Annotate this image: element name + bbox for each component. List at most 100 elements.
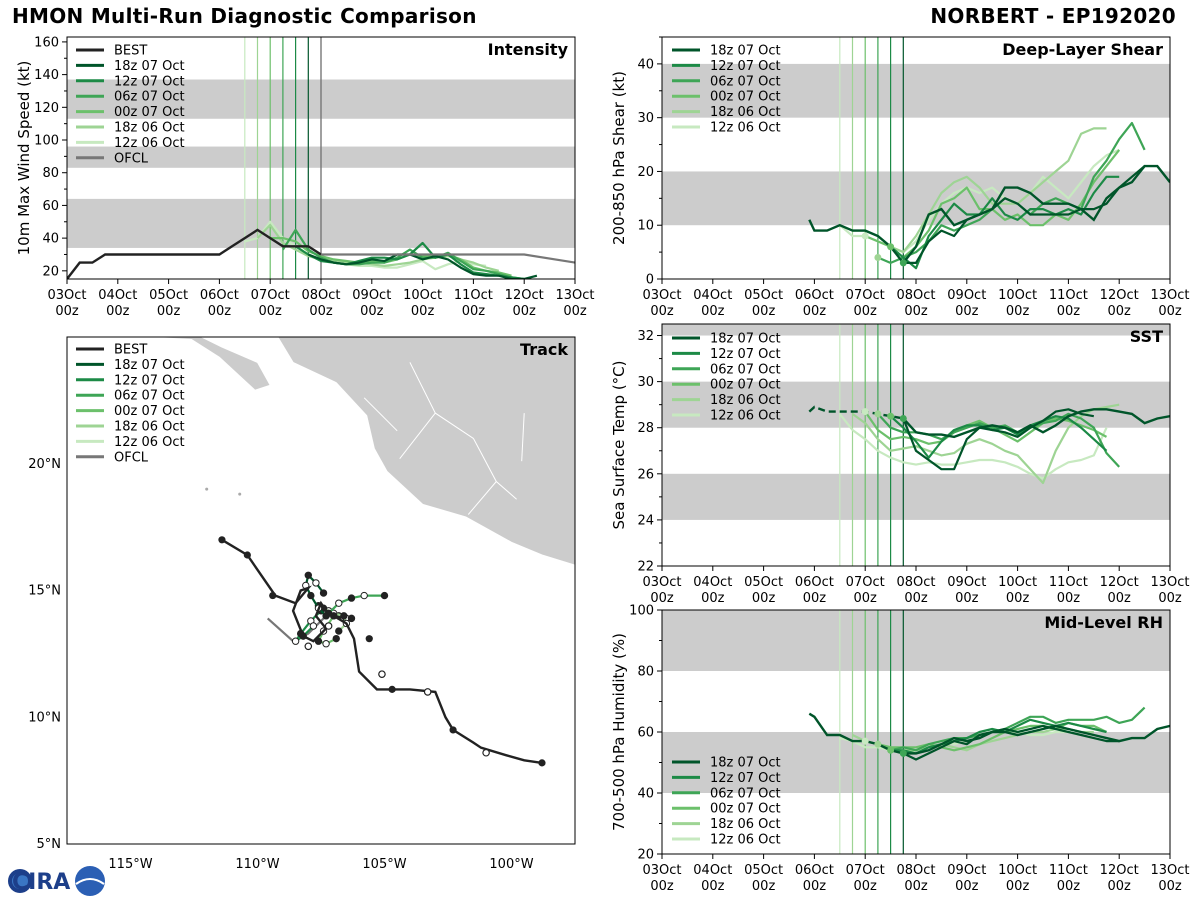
shear-x-tick-label: 00z xyxy=(904,304,928,319)
sst-x-tick-label: 11Oct xyxy=(1049,575,1088,590)
track-lon-label: 115°W xyxy=(108,857,152,872)
sst-x-tick-label: 00z xyxy=(1006,591,1030,606)
shear-x-tick-label: 12Oct xyxy=(1100,288,1139,303)
sst-shaded-band xyxy=(662,381,1170,428)
track-best-line xyxy=(221,538,543,765)
shear-legend-label: 18z 06 Oct xyxy=(710,105,781,120)
rh-legend-label: 12z 06 Oct xyxy=(710,833,781,848)
track-forecast-point xyxy=(340,612,348,620)
sst-panel: 22242628303203Oct00z04Oct00z05Oct00z06Oc… xyxy=(610,323,1190,606)
track-best-point xyxy=(243,551,251,559)
sst-x-tick-label: 00z xyxy=(1057,591,1081,606)
shear-panel: 01020304003Oct00z04Oct00z05Oct00z06Oct00… xyxy=(610,36,1190,319)
intensity-legend-label: 18z 07 Oct xyxy=(114,59,185,74)
state-border xyxy=(521,413,525,462)
intensity-legend-label: 12z 06 Oct xyxy=(114,136,185,151)
shear-x-tick-label: 09Oct xyxy=(947,288,986,303)
intensity-legend-label: 18z 06 Oct xyxy=(114,121,185,136)
rh-x-tick-label: 00z xyxy=(650,879,674,894)
storm-title: NORBERT - EP192020 xyxy=(930,4,1176,28)
rh-x-tick-label: 09Oct xyxy=(947,863,986,878)
sst-marker-point xyxy=(861,408,869,416)
intensity-legend-label: 12z 07 Oct xyxy=(114,74,185,89)
track-lat-label: 10°N xyxy=(28,710,61,725)
track-lon-label: 110°W xyxy=(235,857,279,872)
shear-y-axis-label: 200-850 hPa Shear (kt) xyxy=(610,71,628,245)
sst-x-tick-label: 04Oct xyxy=(693,575,732,590)
shear-x-tick-label: 00z xyxy=(1158,304,1182,319)
rh-legend-label: 12z 07 Oct xyxy=(710,771,781,786)
track-legend-label: 18z 06 Oct xyxy=(114,420,185,435)
sst-y-tick-label: 30 xyxy=(637,375,654,390)
track-forecast-point xyxy=(380,591,389,600)
sst-legend-label: 12z 07 Oct xyxy=(710,347,781,362)
shear-series-line xyxy=(889,175,1120,270)
intensity-x-tick-label: 00z xyxy=(513,304,537,319)
intensity-y-tick-label: 80 xyxy=(42,166,59,181)
rh-x-tick-label: 00z xyxy=(752,879,776,894)
sst-best-line xyxy=(808,405,904,420)
track-forecast-point xyxy=(360,591,368,600)
shear-marker-point xyxy=(899,259,907,267)
sst-x-tick-label: 00z xyxy=(854,591,878,606)
rh-x-tick-label: 00z xyxy=(1108,879,1132,894)
shear-legend-label: 18z 07 Oct xyxy=(710,44,781,59)
shear-legend-label: 06z 07 Oct xyxy=(710,74,781,89)
intensity-x-tick-label: 04Oct xyxy=(98,288,137,303)
sst-x-tick-label: 00z xyxy=(904,591,928,606)
sst-legend-label: 06z 07 Oct xyxy=(710,362,781,377)
shear-x-tick-label: 00z xyxy=(650,304,674,319)
island-marker xyxy=(238,492,242,496)
sst-y-tick-label: 32 xyxy=(637,329,654,344)
sst-title: SST xyxy=(1130,327,1163,346)
state-border xyxy=(363,397,398,432)
sst-y-tick-label: 22 xyxy=(637,560,654,575)
intensity-x-tick-label: 00z xyxy=(563,304,587,319)
track-best-point xyxy=(324,622,333,630)
track-forecast-point xyxy=(314,637,323,645)
intensity-x-tick-label: 00z xyxy=(360,304,384,319)
sst-y-tick-label: 28 xyxy=(637,421,654,436)
shear-x-tick-label: 00z xyxy=(955,304,979,319)
rh-shaded-band xyxy=(662,732,1170,793)
sst-best-line xyxy=(902,408,1170,439)
track-lat-label: 20°N xyxy=(28,457,61,472)
rh-marker-point xyxy=(874,740,882,748)
intensity-x-tick-label: 03Oct xyxy=(47,288,86,303)
shear-x-tick-label: 13Oct xyxy=(1150,288,1189,303)
shear-shaded-band xyxy=(662,63,1170,118)
sst-marker-point xyxy=(899,414,907,422)
intensity-best-line xyxy=(67,228,322,279)
rh-x-tick-label: 13Oct xyxy=(1150,863,1189,878)
intensity-x-tick-label: 07Oct xyxy=(251,288,290,303)
sst-x-tick-label: 00z xyxy=(1158,591,1182,606)
intensity-x-tick-label: 05Oct xyxy=(149,288,188,303)
rh-x-tick-label: 00z xyxy=(803,879,827,894)
sst-y-tick-label: 26 xyxy=(637,467,654,482)
intensity-x-tick-label: 00z xyxy=(309,304,333,319)
track-best-point xyxy=(218,536,226,544)
rh-y-tick-label: 60 xyxy=(637,726,654,741)
shear-y-tick-label: 0 xyxy=(646,273,654,288)
shear-marker-point xyxy=(874,253,882,261)
track-forecast-point xyxy=(307,591,315,600)
intensity-y-tick-label: 140 xyxy=(34,68,59,83)
track-forecast-point xyxy=(322,640,330,648)
sst-x-tick-label: 06Oct xyxy=(795,575,834,590)
sst-x-tick-label: 00z xyxy=(955,591,979,606)
track-lon-label: 105°W xyxy=(362,857,406,872)
sst-legend-label: 00z 07 Oct xyxy=(710,378,781,393)
sst-series-line xyxy=(838,413,1108,480)
rh-x-tick-label: 04Oct xyxy=(693,863,732,878)
rh-y-tick-label: 80 xyxy=(637,665,654,680)
sst-x-tick-label: 00z xyxy=(752,591,776,606)
intensity-y-tick-label: 160 xyxy=(34,35,59,50)
track-forecast-point xyxy=(319,589,328,597)
sst-plot-area xyxy=(662,324,1170,566)
sst-legend-label: 18z 07 Oct xyxy=(710,332,781,347)
intensity-y-tick-label: 20 xyxy=(42,264,59,279)
sst-marker-point xyxy=(874,410,882,418)
shear-y-tick-label: 40 xyxy=(637,57,654,72)
sst-y-axis-label: Sea Surface Temp (°C) xyxy=(610,360,628,529)
intensity-panel: 2040608010012014016003Oct00z04Oct00z05Oc… xyxy=(15,35,595,319)
